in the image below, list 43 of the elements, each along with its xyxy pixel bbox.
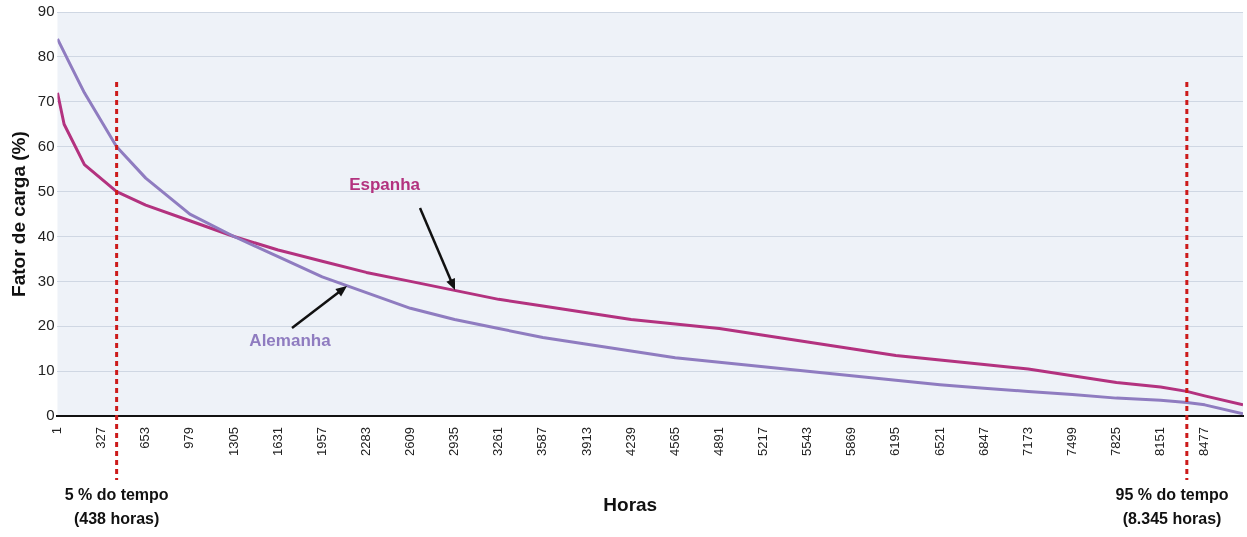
x-axis-title: Horas — [603, 494, 658, 515]
x-tick-label: 7173 — [1019, 427, 1035, 456]
x-tick-label: 1957 — [313, 427, 329, 456]
x-tick-label: 5543 — [799, 427, 815, 456]
y-tick-label: 70 — [37, 91, 55, 109]
x-tick-label: 8477 — [1196, 427, 1212, 456]
x-tick-label: 653 — [137, 427, 153, 449]
x-tick-label: 327 — [93, 427, 109, 449]
x-tick-label: 1305 — [225, 427, 241, 456]
x-tick-label: 2935 — [446, 427, 462, 456]
x-tick-label: 4239 — [622, 427, 638, 456]
x-tick-label: 2283 — [357, 427, 373, 456]
x-tick-label: 8151 — [1152, 427, 1168, 456]
y-tick-label: 0 — [46, 406, 55, 424]
y-tick-label: 30 — [37, 271, 55, 289]
x-tick-label: 4891 — [710, 427, 726, 456]
y-tick-label: 10 — [37, 361, 55, 379]
x-tick-label: 6521 — [931, 427, 947, 456]
x-tick-label: 3587 — [534, 427, 550, 456]
x-tick-label: 7825 — [1108, 427, 1124, 456]
y-tick-label: 40 — [37, 226, 55, 244]
ref-line-label: 5 % do tempo (438 horas) — [64, 486, 169, 527]
ref-line-label: 95 % do tempo (8.345 horas) — [1115, 486, 1229, 527]
x-tick-label: 1631 — [269, 427, 285, 456]
y-tick-label: 90 — [37, 2, 55, 20]
x-tick-label: 4565 — [666, 427, 682, 456]
x-tick-label: 7499 — [1063, 427, 1079, 456]
x-tick-label: 979 — [181, 427, 197, 449]
y-tick-label: 20 — [37, 316, 55, 334]
x-tick-label: 6847 — [975, 427, 991, 456]
x-tick-label: 5869 — [843, 427, 859, 456]
x-tick-label: 6195 — [887, 427, 903, 456]
text: Espanha — [349, 175, 421, 195]
x-tick-label: 2609 — [402, 427, 418, 456]
x-tick-label: 3261 — [490, 427, 506, 456]
y-tick-label: 80 — [37, 47, 55, 65]
x-tick-label: 5217 — [755, 427, 771, 456]
x-tick-label: 1 — [49, 427, 65, 435]
y-tick-label: 50 — [37, 181, 55, 199]
y-axis-title: Fator de carga (%) — [7, 131, 29, 297]
text: Alemanha — [249, 330, 332, 350]
x-tick-label: 3913 — [578, 427, 594, 456]
y-tick-label: 60 — [37, 136, 55, 154]
